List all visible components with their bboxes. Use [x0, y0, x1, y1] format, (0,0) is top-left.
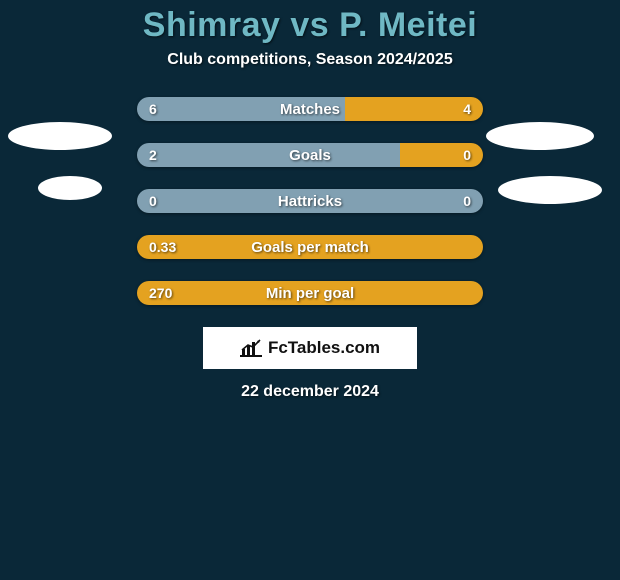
page-title: Shimray vs P. Meitei	[0, 0, 620, 45]
stat-bar: Matches64	[137, 97, 483, 121]
side-ellipse	[8, 122, 112, 150]
side-ellipse	[486, 122, 594, 150]
stat-bar-right-segment	[400, 143, 483, 167]
stat-bar: Min per goal270	[137, 281, 483, 305]
stat-bar-track	[137, 189, 483, 213]
stat-bar-track	[137, 235, 483, 259]
subtitle: Club competitions, Season 2024/2025	[0, 51, 620, 69]
stat-bar-left-segment	[137, 143, 400, 167]
brand-badge: FcTables.com	[203, 327, 417, 369]
brand-text: FcTables.com	[268, 338, 380, 358]
stat-bar-track	[137, 281, 483, 305]
side-ellipse	[38, 176, 102, 200]
stat-bar-left-segment	[137, 189, 483, 213]
stat-bar-right-segment	[345, 97, 483, 121]
date-label: 22 december 2024	[0, 383, 620, 401]
comparison-bars: Matches64 Goals20 Hattricks00 Goals per mat…	[137, 97, 483, 305]
side-ellipse	[498, 176, 602, 204]
stat-bar-left-segment	[137, 281, 483, 305]
stat-bar-track	[137, 143, 483, 167]
stat-bar-left-segment	[137, 235, 483, 259]
stat-bar-track	[137, 97, 483, 121]
stat-bar: Goals20	[137, 143, 483, 167]
stat-bar: Hattricks00	[137, 189, 483, 213]
stat-bar-left-segment	[137, 97, 345, 121]
brand-chart-icon	[240, 339, 262, 357]
stat-bar: Goals per match0.33	[137, 235, 483, 259]
